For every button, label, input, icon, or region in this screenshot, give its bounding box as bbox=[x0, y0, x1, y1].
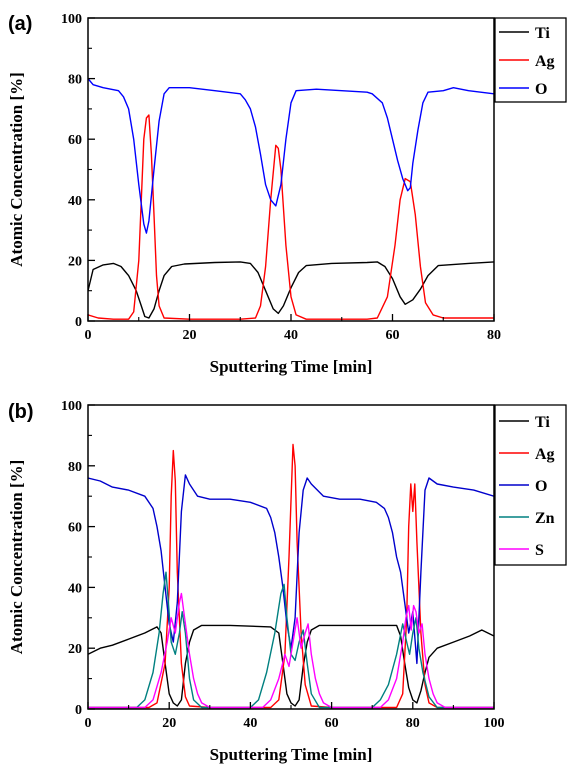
legend-label-s: S bbox=[535, 542, 544, 559]
legend-label-o: O bbox=[535, 81, 547, 98]
y-axis-title: Atomic Concentration [%] bbox=[7, 460, 26, 655]
legend: Ti Ag O bbox=[494, 17, 567, 103]
y-tick-label: 80 bbox=[68, 73, 82, 88]
x-tick-label: 0 bbox=[85, 328, 92, 343]
y-tick-label: 0 bbox=[75, 315, 82, 330]
series-line-o bbox=[88, 78, 494, 234]
legend-label-ag: Ag bbox=[535, 446, 555, 463]
x-tick-label: 100 bbox=[484, 716, 505, 731]
legend-label-o: O bbox=[535, 478, 547, 495]
legend: Ti Ag O Zn S bbox=[494, 404, 567, 566]
x-axis-title: Sputtering Time [min] bbox=[210, 357, 373, 376]
x-tick-label: 80 bbox=[487, 328, 501, 343]
legend-label-zn: Zn bbox=[535, 510, 555, 527]
plot-frame bbox=[87, 17, 495, 322]
y-tick-label: 60 bbox=[68, 133, 82, 148]
series-group bbox=[88, 443, 494, 709]
series-line-s bbox=[88, 592, 494, 709]
y-tick-label: 0 bbox=[75, 703, 82, 718]
y-tick-label: 40 bbox=[68, 581, 82, 596]
x-axis-title: Sputtering Time [min] bbox=[210, 745, 373, 764]
series-line-zn bbox=[88, 571, 494, 709]
y-tick-label: 40 bbox=[68, 194, 82, 209]
x-tick-label: 20 bbox=[162, 716, 176, 731]
y-axis-title: Atomic Concentration [%] bbox=[7, 72, 26, 267]
x-tick-label: 40 bbox=[243, 716, 257, 731]
panel-label: (a) bbox=[8, 13, 32, 35]
y-tick-label: 20 bbox=[68, 642, 82, 657]
panel-label: (b) bbox=[8, 401, 34, 423]
series-line-ti bbox=[88, 261, 494, 319]
legend-label-ti: Ti bbox=[535, 25, 550, 42]
y-tick-label: 60 bbox=[68, 521, 82, 536]
legend-label-ti: Ti bbox=[535, 414, 550, 431]
y-tick-label: 100 bbox=[61, 12, 82, 27]
x-tick-label: 20 bbox=[183, 328, 197, 343]
y-tick-label: 100 bbox=[61, 399, 82, 414]
chart-panel-b: (b) 0 20 40 60 80 100 0 20 40 60 80 100 Sputtering Ti… bbox=[7, 399, 567, 764]
x-tick-label: 40 bbox=[284, 328, 298, 343]
plot-frame bbox=[87, 404, 495, 710]
series-group bbox=[88, 78, 494, 320]
x-tick-label: 60 bbox=[386, 328, 400, 343]
x-tick-label: 60 bbox=[325, 716, 339, 731]
x-tick-label: 80 bbox=[406, 716, 420, 731]
legend-label-ag: Ag bbox=[535, 53, 555, 70]
chart-panel-a: (a) 0 20 40 60 80 0 20 40 60 80 100 Sputtering Time … bbox=[7, 12, 567, 376]
y-tick-label: 20 bbox=[68, 254, 82, 269]
y-tick-label: 80 bbox=[68, 460, 82, 475]
series-line-ag bbox=[88, 443, 494, 709]
x-tick-label: 0 bbox=[85, 716, 92, 731]
